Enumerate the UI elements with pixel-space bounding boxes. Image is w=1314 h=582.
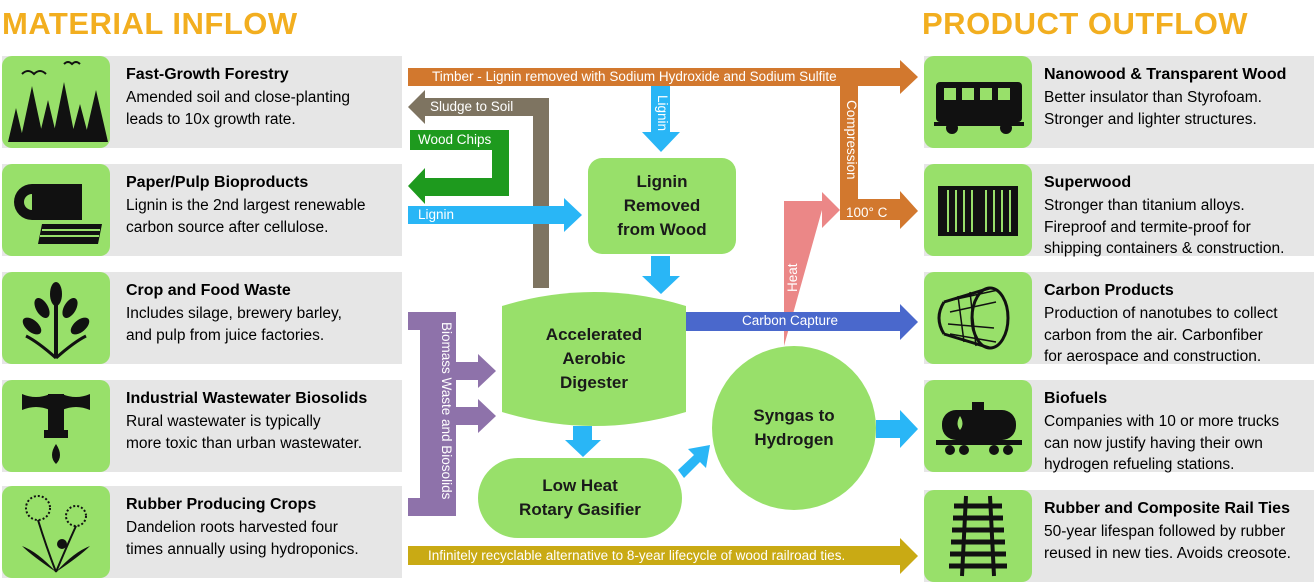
inflow-title: Fast-Growth Forestry — [126, 66, 289, 83]
dandelion-icon — [22, 495, 90, 573]
carbon-capture-arrow — [686, 304, 918, 340]
digester-node: Accelerated Aerobic Digester — [502, 292, 686, 426]
outflow-desc: Production of nanotubes to collect carbo… — [1044, 305, 1278, 365]
paper-roll-icon — [14, 184, 102, 244]
outflow-card-carbon: Carbon Products Production of nanotubes … — [924, 272, 1314, 365]
heat-arrow — [784, 192, 840, 346]
inflow-card-rubber-crops: Rubber Producing Crops Dandelion roots h… — [2, 486, 402, 578]
wood-chips-arrow — [408, 148, 509, 204]
railroad-label: Infinitely recyclable alternative to 8-y… — [428, 548, 846, 563]
outflow-desc: Stronger than titanium alloys. Fireproof… — [1044, 197, 1285, 257]
digester-label: Accelerated Aerobic Digester — [545, 325, 643, 392]
lignin-in-arrow — [408, 198, 582, 232]
to-gasifier-arrow — [565, 426, 601, 457]
inflow-title: Paper/Pulp Bioproducts — [126, 174, 309, 191]
timber-label: Timber - Lignin removed with Sodium Hydr… — [432, 69, 837, 84]
heat-label: Heat — [785, 263, 800, 292]
outflow-title: Nanowood & Transparent Wood — [1044, 66, 1287, 83]
inflow-title: Industrial Wastewater Biosolids — [126, 390, 368, 407]
rail-track-icon — [949, 495, 1007, 577]
train-car-icon — [934, 82, 1024, 134]
digester-cylinder-icon — [502, 292, 686, 426]
tank-car-icon — [936, 402, 1022, 455]
lignin-removed-node: Lignin Removed from Wood — [588, 158, 736, 254]
inflow-desc: Lignin is the 2nd largest renewable carb… — [126, 197, 366, 236]
inflow-title: Rubber Producing Crops — [126, 496, 317, 513]
compression-label: Compression — [844, 100, 859, 180]
timber-arrow — [408, 60, 918, 94]
outflow-card-rail-ties: Rubber and Composite Rail Ties 50-year l… — [924, 490, 1314, 582]
lignin-in-label: Lignin — [418, 207, 455, 222]
wood-chips-label: Wood Chips — [418, 132, 492, 147]
inflow-desc: Dandelion roots harvested four times ann… — [126, 519, 359, 558]
outflow-desc: Companies with 10 or more trucks can now… — [1044, 413, 1280, 473]
outflow-card-biofuels: Biofuels Companies with 10 or more truck… — [924, 380, 1314, 473]
to-digester-arrow — [642, 256, 680, 294]
syngas-node: Syngas to Hydrogen — [712, 346, 876, 510]
outflow-title: Superwood — [1044, 174, 1132, 191]
inflow-desc: Rural wastewater is typically more toxic… — [126, 413, 363, 452]
outflow-title: Rubber and Composite Rail Ties — [1044, 500, 1290, 517]
to-biofuels-arrow — [876, 410, 918, 448]
inflow-desc: Includes silage, brewery barley, and pul… — [126, 305, 342, 344]
compression-arrow — [840, 86, 918, 229]
carbon-capture-label: Carbon Capture — [742, 313, 839, 328]
temp-label: 100° C — [846, 205, 888, 220]
lignin-down-label: Lignin — [655, 95, 670, 132]
material-inflow-heading: MATERIAL INFLOW — [2, 6, 298, 41]
inflow-card-crop: Crop and Food Waste Includes silage, bre… — [2, 272, 402, 364]
sludge-arrow — [408, 90, 549, 288]
biomass-label: Biomass Waste and Biosolids — [439, 322, 454, 500]
gasifier-node: Low Heat Rotary Gasifier — [478, 458, 682, 538]
inflow-desc: Amended soil and close-planting leads to… — [126, 89, 351, 128]
to-syngas-arrow — [678, 445, 710, 478]
outflow-card-nanowood: Nanowood & Transparent Wood Better insul… — [924, 56, 1314, 148]
outflow-card-superwood: Superwood Stronger than titanium alloys.… — [924, 164, 1314, 257]
outflow-title: Carbon Products — [1044, 282, 1174, 299]
product-outflow-heading: PRODUCT OUTFLOW — [922, 6, 1249, 41]
faucet-icon — [22, 394, 90, 464]
wheat-icon — [22, 282, 90, 360]
outflow-title: Biofuels — [1044, 390, 1108, 407]
sludge-label: Sludge to Soil — [430, 99, 514, 114]
railroad-arrow — [408, 538, 918, 574]
lignin-down-arrow — [642, 86, 680, 152]
inflow-card-wastewater: Industrial Wastewater Biosolids Rural wa… — [2, 380, 402, 472]
inflow-title: Crop and Food Waste — [126, 282, 291, 299]
inflow-card-paper: Paper/Pulp Bioproducts Lignin is the 2nd… — [2, 164, 402, 256]
inflow-card-forestry: Fast-Growth Forestry Amended soil and cl… — [2, 56, 402, 148]
outflow-desc: 50-year lifespan followed by rubber reus… — [1044, 523, 1291, 562]
outflow-desc: Better insulator than Styrofoam. Stronge… — [1044, 89, 1262, 128]
forest-icon — [8, 61, 108, 142]
biomass-arrow — [408, 312, 496, 516]
shipping-container-icon — [938, 186, 1018, 236]
nanotube-icon — [937, 286, 1010, 350]
